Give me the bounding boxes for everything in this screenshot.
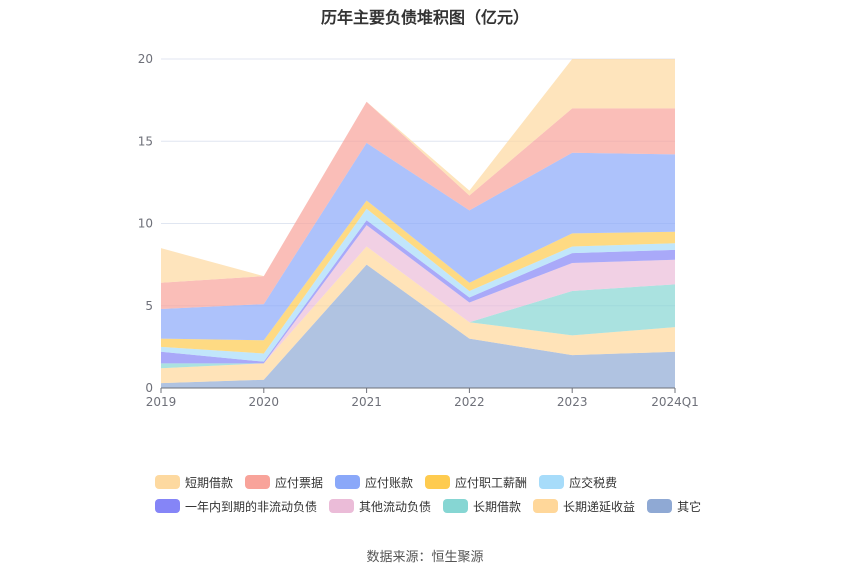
area-series-0 bbox=[161, 264, 675, 388]
legend-label: 长期借款 bbox=[473, 499, 522, 514]
legend-label: 应付账款 bbox=[365, 475, 414, 490]
legend-swatch bbox=[425, 475, 451, 489]
area-series-1 bbox=[161, 246, 675, 384]
legend-item[interactable]: 其它 bbox=[647, 498, 701, 515]
legend-item[interactable]: 应交税费 bbox=[539, 474, 617, 491]
legend-label: 其他流动负债 bbox=[359, 499, 432, 514]
legend-label: 一年内到期的非流动负债 bbox=[185, 499, 318, 514]
x-tick-label: 2021 bbox=[351, 395, 382, 409]
source-note: 数据来源：恒生聚源 bbox=[366, 550, 484, 565]
legend-swatch bbox=[155, 499, 180, 513]
legend-item[interactable]: 其他流动负债 bbox=[329, 498, 431, 515]
axis-layer: 0 5 10 15 20 2019 2020 2021 2022 2023 2024Q1 bbox=[138, 52, 699, 409]
legend-label: 长期递延收益 bbox=[563, 499, 636, 514]
legend-row-1: 短期借款 应付票据 应付账款 应付职工薪酬 应交税费 bbox=[155, 470, 755, 494]
x-tick-label: 2020 bbox=[249, 395, 280, 409]
legend-swatch bbox=[533, 499, 559, 513]
legend-swatch bbox=[647, 499, 673, 513]
y-tick-label: 15 bbox=[138, 134, 153, 148]
area-series-7 bbox=[161, 142, 675, 341]
legend-swatch bbox=[335, 475, 361, 489]
legend-swatch bbox=[245, 475, 271, 489]
legend-swatch bbox=[155, 475, 180, 489]
legend-swatch bbox=[443, 499, 469, 513]
area-series-5 bbox=[161, 208, 675, 362]
chart-title: 历年主要负债堆积图（亿元） bbox=[320, 8, 529, 27]
legend-item[interactable]: 短期借款 bbox=[155, 474, 233, 491]
legend-row-2: 一年内到期的非流动负债 其他流动负债 长期借款 长期递延收益 其它 bbox=[155, 494, 755, 518]
x-tick-label: 2019 bbox=[146, 395, 177, 409]
x-tick-label: 2024Q1 bbox=[651, 395, 699, 409]
legend-label: 应交税费 bbox=[569, 475, 618, 490]
legend-item[interactable]: 一年内到期的非流动负债 bbox=[155, 498, 317, 515]
x-tick-label: 2023 bbox=[557, 395, 588, 409]
legend-item[interactable]: 长期借款 bbox=[443, 498, 521, 515]
legend-item[interactable]: 长期递延收益 bbox=[533, 498, 635, 515]
area-series-2 bbox=[161, 246, 675, 369]
legend-swatch bbox=[539, 475, 565, 489]
legend-label: 短期借款 bbox=[185, 475, 234, 490]
y-tick-label: 20 bbox=[138, 52, 153, 66]
area-series-8 bbox=[161, 101, 675, 310]
legend-label: 应付职工薪酬 bbox=[455, 475, 528, 490]
y-tick-label: 0 bbox=[145, 381, 153, 395]
legend-swatch bbox=[329, 499, 355, 513]
legend: 短期借款 应付票据 应付账款 应付职工薪酬 应交税费 一年内到期的非流动负债 其他流动负债… bbox=[155, 470, 755, 518]
area-layer bbox=[161, 59, 675, 388]
legend-label: 应付票据 bbox=[275, 475, 324, 490]
legend-item[interactable]: 应付职工薪酬 bbox=[425, 474, 527, 491]
area-series-9 bbox=[161, 59, 675, 283]
legend-item[interactable]: 应付账款 bbox=[335, 474, 413, 491]
area-series-6 bbox=[161, 200, 675, 354]
legend-item[interactable]: 应付票据 bbox=[245, 474, 323, 491]
area-series-4 bbox=[161, 220, 675, 364]
y-tick-label: 10 bbox=[138, 217, 153, 231]
y-tick-label: 5 bbox=[145, 299, 153, 313]
legend-label: 其它 bbox=[677, 499, 702, 514]
x-tick-label: 2022 bbox=[454, 395, 485, 409]
